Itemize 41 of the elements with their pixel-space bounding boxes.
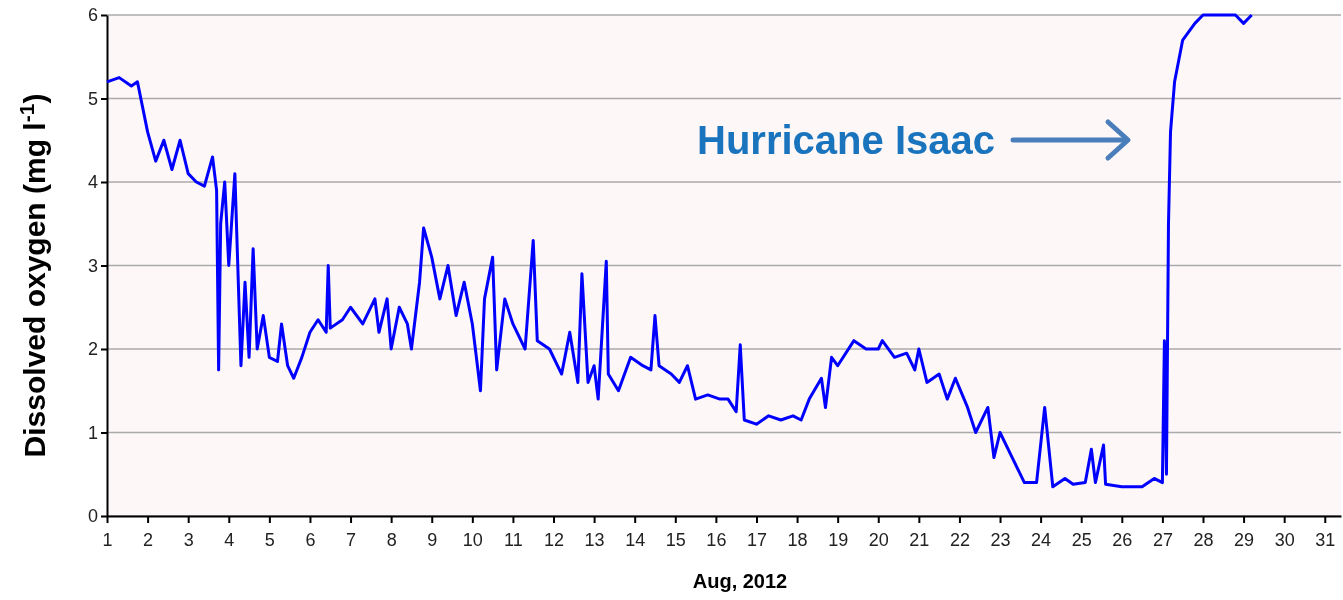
x-tick-label: 10 (462, 529, 483, 550)
y-tick-label: 1 (87, 422, 98, 443)
x-tick-label: 21 (909, 529, 930, 550)
x-tick-label: 23 (990, 529, 1011, 550)
x-axis-title: Aug, 2012 (692, 570, 788, 592)
x-tick-label: 27 (1152, 529, 1173, 550)
x-tick-label: 1 (102, 529, 113, 550)
x-tick-label: 13 (584, 529, 605, 550)
y-tick-label: 5 (87, 88, 98, 109)
x-tick-label: 5 (264, 529, 275, 550)
x-tick-label: 26 (1112, 529, 1133, 550)
x-tick-label: 9 (427, 529, 438, 550)
x-tick-label: 12 (544, 529, 565, 550)
x-tick-label: 3 (183, 529, 194, 550)
x-tick-label: 8 (386, 529, 397, 550)
x-tick-label: 4 (224, 529, 235, 550)
x-tick-label: 29 (1234, 529, 1255, 550)
x-tick-label: 16 (706, 529, 727, 550)
x-tick-label: 6 (305, 529, 316, 550)
x-tick-label: 28 (1193, 529, 1214, 550)
x-tick-label: 25 (1071, 529, 1092, 550)
line-series (105, 13, 1254, 489)
x-tick-label: 2 (143, 529, 154, 550)
x-tick-label: 18 (787, 529, 808, 550)
x-tick-label: 11 (504, 529, 523, 550)
x-tick-label: 15 (665, 529, 686, 550)
x-tick-label: 30 (1274, 529, 1295, 550)
x-tick-label: 24 (1031, 529, 1052, 550)
x-tick-label: 14 (625, 529, 646, 550)
annotation: Hurricane Isaac (697, 118, 995, 162)
x-tick-label: 31 (1315, 529, 1336, 550)
x-tick-label: 7 (346, 529, 357, 550)
y-tick-label: 2 (87, 339, 98, 360)
x-tick-label: 20 (868, 529, 889, 550)
y-tick-label: 3 (87, 255, 98, 276)
y-tick-label: 4 (87, 172, 98, 193)
x-tick-label: 22 (949, 529, 970, 550)
y-tick-label: 0 (87, 506, 98, 527)
x-tick-label: 19 (828, 529, 849, 550)
x-tick-label: 17 (746, 529, 767, 550)
y-tick-label: 6 (87, 5, 98, 26)
